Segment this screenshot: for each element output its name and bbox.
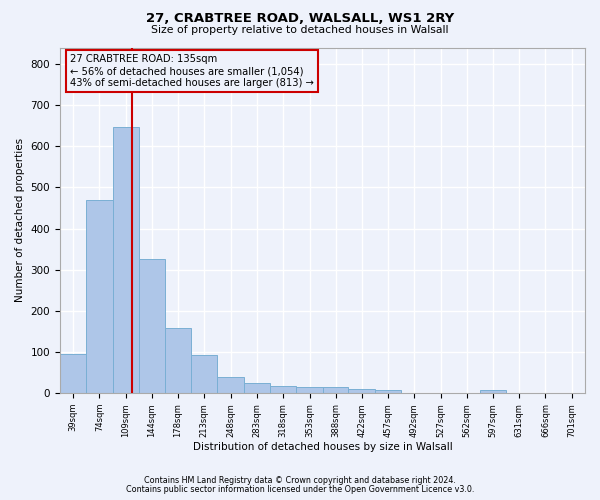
Bar [113, 126, 139, 393]
Bar [480, 390, 506, 393]
Bar [296, 387, 323, 393]
Text: 27, CRABTREE ROAD, WALSALL, WS1 2RY: 27, CRABTREE ROAD, WALSALL, WS1 2RY [146, 12, 454, 26]
Bar [191, 356, 217, 393]
Text: Contains public sector information licensed under the Open Government Licence v3: Contains public sector information licen… [126, 485, 474, 494]
Bar [323, 388, 349, 393]
Y-axis label: Number of detached properties: Number of detached properties [15, 138, 25, 302]
X-axis label: Distribution of detached houses by size in Walsall: Distribution of detached houses by size … [193, 442, 452, 452]
Bar [139, 260, 164, 393]
Bar [375, 390, 401, 393]
Bar [86, 200, 113, 393]
Bar [270, 386, 296, 393]
Bar [244, 383, 270, 393]
Bar [217, 377, 244, 393]
Bar [349, 389, 375, 393]
Text: 27 CRABTREE ROAD: 135sqm
← 56% of detached houses are smaller (1,054)
43% of sem: 27 CRABTREE ROAD: 135sqm ← 56% of detach… [70, 54, 314, 88]
Bar [60, 354, 86, 393]
Text: Contains HM Land Registry data © Crown copyright and database right 2024.: Contains HM Land Registry data © Crown c… [144, 476, 456, 485]
Text: Size of property relative to detached houses in Walsall: Size of property relative to detached ho… [151, 25, 449, 35]
Bar [164, 328, 191, 393]
